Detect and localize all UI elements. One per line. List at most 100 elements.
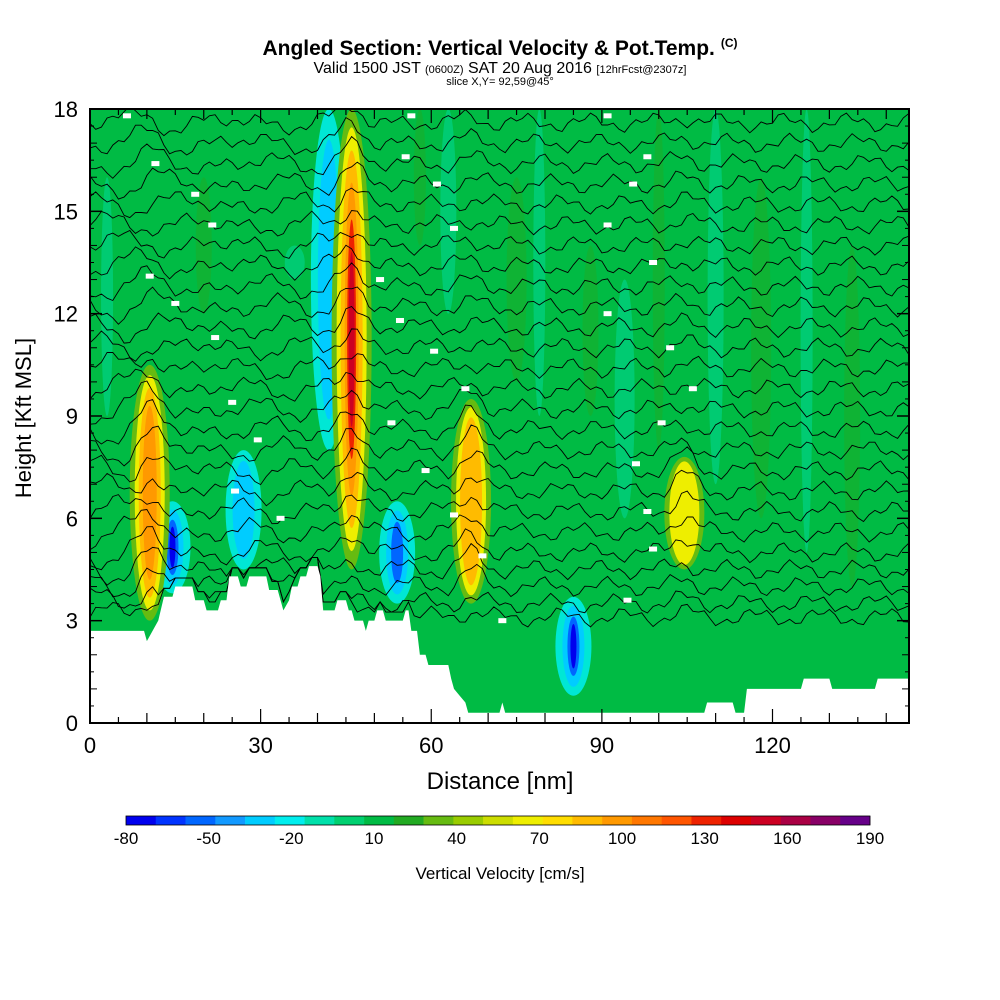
colorbar-swatch <box>750 816 782 825</box>
velocity-texture <box>844 245 861 587</box>
velocity-texture <box>800 109 813 553</box>
y-tick-label: 3 <box>66 609 78 634</box>
isentrope-label <box>688 386 697 392</box>
colorbar-label: Vertical Velocity [cm/s] <box>415 864 585 883</box>
y-tick-label: 6 <box>66 506 78 531</box>
isentrope-line <box>90 509 909 551</box>
x-axis-label: Distance [nm] <box>426 768 574 795</box>
velocity-texture <box>284 245 305 280</box>
isentrope-label <box>387 420 396 426</box>
isentrope-line <box>90 351 909 381</box>
isentrope-label <box>432 181 441 187</box>
velocity-texture <box>533 109 546 416</box>
colorbar-frame <box>125 815 871 826</box>
colorbar-swatch <box>185 816 216 825</box>
x-tick-label: 0 <box>84 733 96 758</box>
isentrope-label <box>208 222 217 228</box>
isentrope-label <box>191 191 200 197</box>
colorbar-swatch <box>126 816 157 825</box>
isentrope-label <box>629 181 638 187</box>
colorbar-tick-label: 100 <box>608 829 636 848</box>
colorbar-swatch <box>334 816 365 825</box>
velocity-texture <box>614 279 635 519</box>
y-axis-label: Height [Kft MSL] <box>11 337 36 499</box>
isentrope-label <box>632 461 640 467</box>
isentrope-line <box>90 557 909 614</box>
colorbar-tick-label: 70 <box>530 829 549 848</box>
colorbar-swatch <box>721 816 752 825</box>
isentrope-line <box>90 109 909 137</box>
colorbar-swatch <box>274 816 305 825</box>
colorbar-swatch <box>393 816 424 825</box>
y-tick-label: 9 <box>66 404 78 429</box>
slice-info: slice X,Y= 92,59@45° <box>446 76 554 88</box>
colorbar-swatch <box>572 816 603 825</box>
isentrope-line <box>90 305 909 344</box>
updraft-2 <box>331 109 372 570</box>
colorbar-swatch <box>512 816 543 825</box>
colorbar-tick-label: -80 <box>114 829 139 848</box>
colorbar-tick-label: 10 <box>365 829 384 848</box>
isentrope-label <box>649 260 658 265</box>
isentrope-line <box>90 368 909 402</box>
isentrope-label <box>231 488 240 494</box>
velocity-texture <box>582 245 599 416</box>
isentrope-line <box>90 262 909 302</box>
velocity-texture <box>707 109 724 485</box>
isentrope-label <box>461 386 470 392</box>
colorbar-swatch <box>304 816 335 825</box>
isentrope-label <box>395 317 404 323</box>
isentrope-line <box>90 286 909 325</box>
isentrope-label <box>122 113 131 119</box>
x-tick-label: 60 <box>419 733 443 758</box>
x-tick-label: 120 <box>754 733 791 758</box>
isentrope-label <box>450 225 458 231</box>
colorbar-swatch <box>602 816 633 825</box>
isentrope-label <box>376 277 385 283</box>
colorbar-swatch <box>661 816 692 825</box>
x-tick-label: 30 <box>248 733 272 758</box>
colorbar-swatch <box>542 816 573 825</box>
valid-time-subtitle: Valid 1500 JST (0600Z) SAT 20 Aug 2016 [… <box>313 60 687 77</box>
colorbar-tick-label: 130 <box>690 829 718 848</box>
chart-title: Angled Section: Vertical Velocity & Pot.… <box>262 36 738 60</box>
colorbar-swatch <box>364 816 395 825</box>
isentrope-label <box>603 113 612 119</box>
isentrope-label <box>498 618 507 624</box>
isentrope-line <box>90 490 909 525</box>
colorbar-swatch <box>155 816 186 825</box>
downdraft-5 <box>555 596 592 696</box>
isentrope-line <box>90 446 909 486</box>
colorbar-swatch <box>631 816 662 825</box>
colorbar-tick-label: -50 <box>196 829 221 848</box>
isentrope-label <box>603 311 612 317</box>
title-mark: (C) <box>720 36 738 50</box>
updraft-3 <box>451 398 492 604</box>
isentrope-line <box>90 210 909 237</box>
isentrope-line <box>90 424 909 467</box>
isentrope-label <box>430 348 439 354</box>
isentrope-label <box>421 468 430 474</box>
colorbar-swatch <box>780 816 811 825</box>
isentrope-label <box>253 437 262 443</box>
isentrope-label <box>211 335 220 341</box>
isentrope-label <box>276 515 285 521</box>
y-tick-label: 0 <box>66 711 78 736</box>
isentrope-label <box>666 345 675 351</box>
isentrope-line <box>90 229 909 259</box>
colorbar-swatch <box>245 816 276 825</box>
utc-time: (0600Z) <box>425 64 464 76</box>
y-tick-label: 18 <box>54 97 78 122</box>
isentrope-label <box>478 553 487 559</box>
velocity-texture <box>101 177 114 416</box>
isentrope-line <box>90 135 909 179</box>
isentrope-line <box>90 328 909 362</box>
isentrope-label <box>450 512 458 518</box>
colorbar-tick-label: 190 <box>856 829 884 848</box>
colorbar-swatch <box>423 816 454 825</box>
y-tick-label: 12 <box>54 302 78 327</box>
colorbar-tick-label: 40 <box>447 829 466 848</box>
velocity-texture <box>751 177 772 519</box>
isentrope-label <box>657 420 666 426</box>
isentrope-line <box>90 557 909 598</box>
